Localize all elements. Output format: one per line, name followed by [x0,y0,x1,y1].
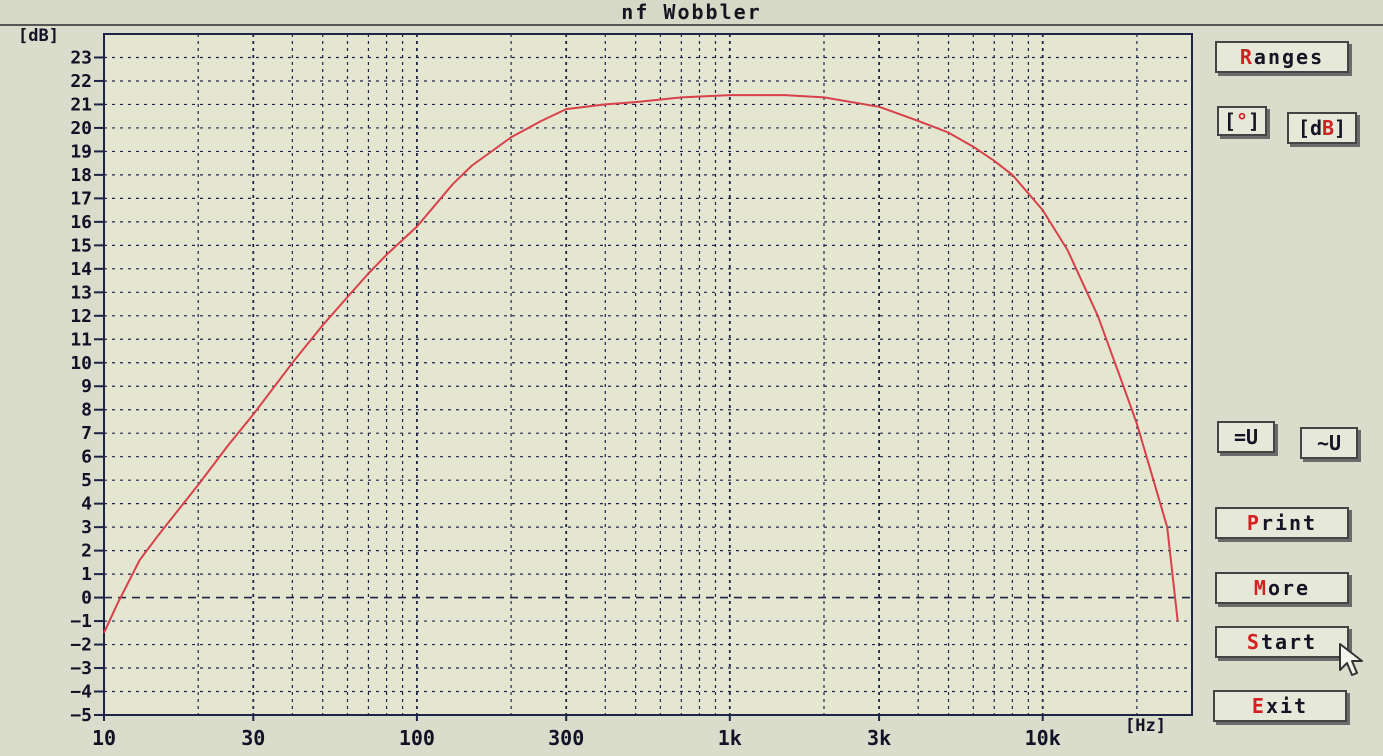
exit-label: xit [1265,694,1309,718]
y-tick-label: 20 [70,118,92,139]
curve-layer [103,94,1179,634]
y-tick-label: 6 [81,447,92,468]
y-tick-label: 11 [70,329,92,350]
degree-bracket-close: ] [1248,109,1261,133]
y-tick-label: 8 [81,400,92,421]
title-bar: nf Wobbler [0,0,1383,26]
print-label: rint [1260,511,1318,535]
more-hotkey: M [1253,576,1268,600]
mouse-cursor-icon [1339,643,1363,676]
ranges-hotkey: R [1239,45,1254,69]
x-tick-label: 10k [1025,726,1061,750]
y-tick-label: −5 [70,705,92,726]
y-tick-label: 19 [70,141,92,162]
exit-hotkey: E [1251,694,1266,718]
dc-voltage-label: =U [1233,425,1259,449]
grid-lines [104,33,1192,715]
frequency-response-curve [103,94,1179,634]
y-tick-label: 4 [81,494,92,515]
x-tick-label: 10 [92,726,116,750]
y-tick-label: −4 [70,682,92,703]
more-button[interactable]: More [1215,572,1349,604]
axis-ticks [94,56,1044,721]
y-tick-label: 1 [81,564,92,585]
degree-button[interactable]: [°] [1217,106,1267,136]
ac-voltage-label: ~U [1316,431,1342,455]
degree-bracket-open: [ [1223,109,1236,133]
db-suffix: ] [1334,116,1347,140]
x-tick-label: 300 [548,726,584,750]
window-title: nf Wobbler [621,0,762,24]
y-tick-label: 0 [81,588,92,609]
ac-voltage-button[interactable]: ~U [1300,427,1358,459]
y-tick-label: −2 [70,635,92,656]
y-tick-label: 23 [70,47,92,68]
x-tick-label: 3k [867,726,891,750]
ranges-label: anges [1253,45,1325,69]
x-tick-label: 1k [718,726,742,750]
x-tick-label: 30 [241,726,265,750]
tick-labels: −5−4−3−2−1012345678910111213141516171819… [70,47,1060,750]
y-tick-label: 15 [70,235,92,256]
y-tick-label: 3 [81,517,92,538]
x-axis-unit-label: [Hz] [1125,716,1166,736]
y-tick-label: 10 [70,353,92,374]
y-tick-label: 21 [70,94,92,115]
y-tick-label: 12 [70,306,92,327]
plot-background [103,33,1193,716]
y-tick-label: 16 [70,212,92,233]
print-hotkey: P [1246,511,1261,535]
y-tick-label: 2 [81,541,92,562]
y-tick-label: 5 [81,470,92,491]
start-label: tart [1260,630,1318,654]
degree-hotkey: ° [1235,109,1249,133]
db-prefix: [d [1297,116,1322,140]
start-button[interactable]: Start [1215,626,1349,658]
y-tick-label: −3 [70,658,92,679]
y-axis-unit-label: [dB] [18,26,59,46]
db-hotkey: B [1322,116,1335,140]
ranges-button[interactable]: Ranges [1215,41,1349,73]
print-button[interactable]: Print [1215,507,1349,539]
y-tick-label: 14 [70,259,92,280]
y-tick-label: 7 [81,423,92,444]
exit-button[interactable]: Exit [1213,690,1347,722]
more-label: ore [1267,576,1311,600]
y-tick-label: 13 [70,282,92,303]
y-tick-label: −1 [70,611,92,632]
dc-voltage-button[interactable]: =U [1217,421,1275,453]
start-hotkey: S [1246,630,1261,654]
y-tick-label: 22 [70,71,92,92]
x-tick-label: 100 [399,726,435,750]
y-tick-label: 17 [70,188,92,209]
y-tick-label: 9 [81,376,92,397]
y-tick-label: 18 [70,165,92,186]
db-button[interactable]: [dB] [1287,112,1357,144]
